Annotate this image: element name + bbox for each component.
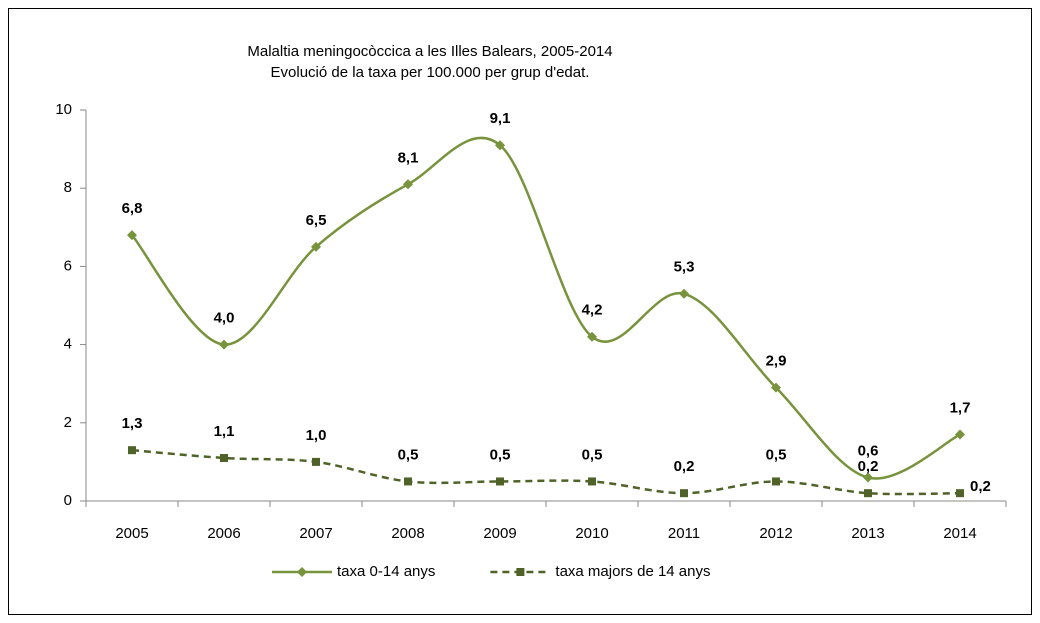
data-label: 1,0 <box>306 427 327 444</box>
marker <box>128 446 136 455</box>
y-tick-label: 4 <box>64 336 72 353</box>
data-label: 0,5 <box>766 446 787 463</box>
data-label: 0,5 <box>398 446 419 463</box>
marker <box>404 477 412 486</box>
marker <box>772 477 780 486</box>
marker <box>495 140 505 151</box>
marker <box>587 331 597 342</box>
data-label: 9,1 <box>490 110 511 127</box>
x-tick-label: 2012 <box>759 525 792 542</box>
chart-frame <box>8 8 1032 615</box>
data-label: 0,2 <box>674 458 695 475</box>
x-tick-label: 2005 <box>115 525 148 542</box>
x-tick-label: 2007 <box>299 525 332 542</box>
x-tick-label: 2011 <box>668 525 700 542</box>
y-tick-label: 6 <box>64 257 72 274</box>
x-tick-label: 2008 <box>391 525 424 542</box>
data-label: 0,6 <box>858 443 879 460</box>
data-label: 6,5 <box>306 212 327 229</box>
y-tick-label: 0 <box>64 492 72 509</box>
x-tick-label: 2009 <box>483 525 516 542</box>
marker <box>496 477 504 486</box>
marker <box>956 489 964 498</box>
series-line <box>131 448 961 496</box>
chart-subtitle: Evolució de la taxa per 100.000 per grup… <box>271 64 590 81</box>
marker <box>679 288 689 299</box>
series-line <box>131 136 961 480</box>
marker <box>219 339 229 350</box>
y-tick-label: 2 <box>64 414 72 431</box>
data-label: 1,3 <box>122 415 143 432</box>
legend-marker <box>516 568 525 576</box>
chart-title: Malaltia meningocòccica a les Illes Bale… <box>247 43 612 60</box>
marker <box>311 241 321 252</box>
marker <box>588 477 596 486</box>
x-tick-label: 2013 <box>851 525 884 542</box>
marker <box>863 472 873 483</box>
data-label: 5,3 <box>674 259 695 276</box>
marker <box>864 489 872 498</box>
marker <box>955 429 965 440</box>
data-label: 0,2 <box>970 478 991 495</box>
y-tick-label: 8 <box>64 179 72 196</box>
data-label: 1,7 <box>950 399 971 416</box>
data-label: 4,2 <box>582 302 603 319</box>
marker <box>220 453 228 462</box>
data-label: 8,1 <box>398 149 419 166</box>
data-label: 2,9 <box>766 353 787 370</box>
marker <box>127 230 137 241</box>
marker <box>403 179 413 190</box>
data-label: 0,2 <box>858 458 879 475</box>
marker <box>312 457 320 466</box>
x-tick-label: 2006 <box>207 525 240 542</box>
data-label: 4,0 <box>214 310 235 327</box>
data-label: 1,1 <box>214 423 235 440</box>
marker <box>771 382 781 393</box>
x-tick-label: 2010 <box>575 525 608 542</box>
legend-label: taxa 0-14 anys <box>337 563 435 580</box>
marker <box>680 489 688 498</box>
data-label: 0,5 <box>490 446 511 463</box>
legend-marker <box>297 567 307 577</box>
y-tick-label: 10 <box>55 101 72 118</box>
x-tick-label: 2014 <box>943 525 976 542</box>
legend-label: taxa majors de 14 anys <box>555 563 710 580</box>
data-label: 6,8 <box>122 200 143 217</box>
data-label: 0,5 <box>582 446 603 463</box>
